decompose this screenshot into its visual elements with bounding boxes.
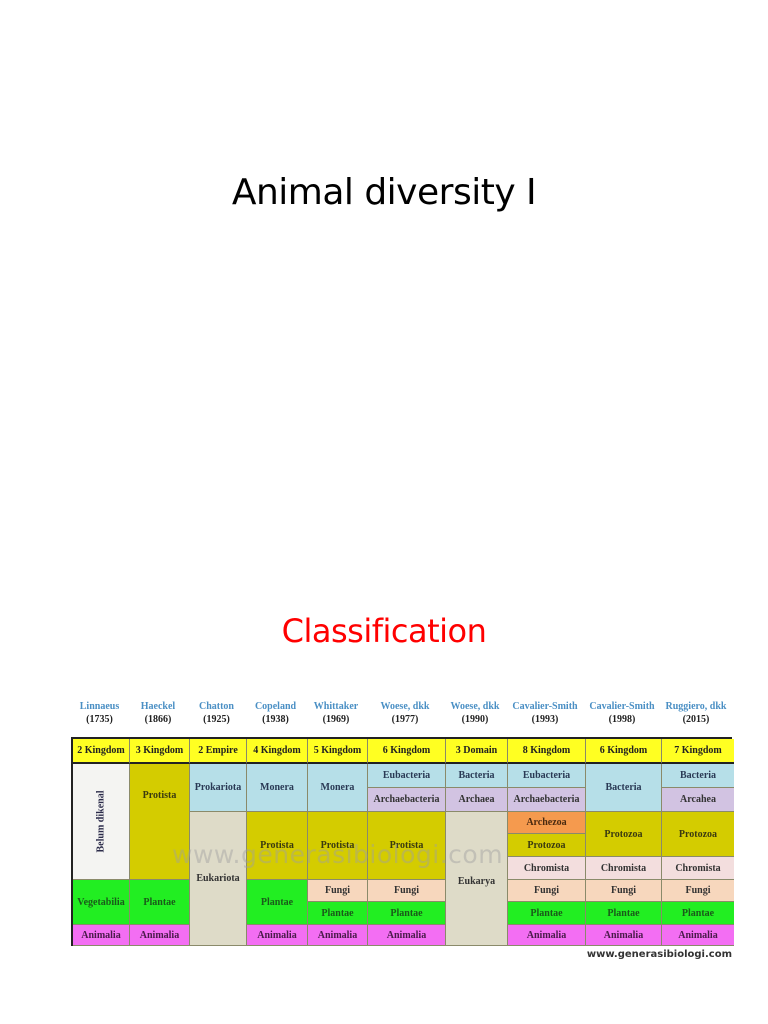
- group-cell: Plantae: [586, 902, 662, 925]
- group-cell: Fungi: [508, 880, 586, 902]
- group-cell: Eubacteria: [508, 764, 586, 788]
- author-woese-1977: Woese, dkk (1977): [380, 701, 430, 725]
- system-cell: 2 Empire: [190, 739, 247, 764]
- group-cell: Protista: [247, 812, 308, 880]
- group-cell: Belum dikenal: [73, 764, 130, 880]
- system-cell: 7 Kingdom: [662, 739, 734, 764]
- classification-table: 2 Kingdom 3 Kingdom 2 Empire 4 Kingdom 5…: [71, 737, 734, 946]
- group-cell: Eukarya: [446, 812, 508, 946]
- group-cell: Protozoa: [662, 812, 734, 857]
- group-cell: Animalia: [586, 925, 662, 946]
- group-cell: Animalia: [247, 925, 308, 946]
- author-ruggiero-2015: Ruggiero, dkk (2015): [665, 701, 727, 725]
- author-copeland: Copeland (1938): [254, 701, 297, 725]
- group-cell: Animalia: [130, 925, 190, 946]
- group-cell: Monera: [308, 764, 368, 812]
- system-cell: 3 Domain: [446, 739, 508, 764]
- group-cell: Chromista: [508, 857, 586, 880]
- author-whittaker: Whittaker (1969): [313, 701, 359, 725]
- slide-title: Animal diversity I: [231, 172, 537, 213]
- system-cell: 5 Kingdom: [308, 739, 368, 764]
- author-cavalier-1998: Cavalier-Smith (1998): [589, 701, 655, 725]
- group-cell: Plantae: [662, 902, 734, 925]
- system-cell: 8 Kingdom: [508, 739, 586, 764]
- system-cell: 3 Kingdom: [130, 739, 190, 764]
- group-cell: Animalia: [308, 925, 368, 946]
- group-cell: Protozoa: [508, 834, 586, 857]
- system-cell: 6 Kingdom: [586, 739, 662, 764]
- group-cell: Plantae: [130, 880, 190, 925]
- group-cell: Bacteria: [446, 764, 508, 788]
- group-cell: Archaebacteria: [508, 788, 586, 812]
- group-cell: Bacteria: [662, 764, 734, 788]
- group-cell: Fungi: [586, 880, 662, 902]
- source-credit: www.generasibiologi.com: [586, 949, 732, 960]
- group-cell: Archezoa: [508, 812, 586, 834]
- group-cell: Plantae: [368, 902, 446, 925]
- group-cell: Chromista: [662, 857, 734, 880]
- group-cell: Protista: [130, 764, 190, 880]
- group-cell: Archaebacteria: [368, 788, 446, 812]
- author-cavalier-1993: Cavalier-Smith (1993): [512, 701, 578, 725]
- group-cell: Protozoa: [586, 812, 662, 857]
- group-cell: Animalia: [73, 925, 130, 946]
- group-cell: Chromista: [586, 857, 662, 880]
- author-haeckel: Haeckel (1866): [140, 701, 176, 725]
- group-cell: Arcahea: [662, 788, 734, 812]
- group-cell: Animalia: [662, 925, 734, 946]
- group-cell: Plantae: [308, 902, 368, 925]
- group-cell: Animalia: [368, 925, 446, 946]
- group-cell: Eukariota: [190, 812, 247, 946]
- system-cell: 4 Kingdom: [247, 739, 308, 764]
- author-woese-1990: Woese, dkk (1990): [450, 701, 500, 725]
- author-linnaeus: Linnaeus (1735): [79, 701, 120, 725]
- group-cell: Monera: [247, 764, 308, 812]
- system-cell: 2 Kingdom: [73, 739, 130, 764]
- section-title: Classification: [281, 612, 487, 650]
- group-cell: Vegetabilia: [73, 880, 130, 925]
- group-cell: Plantae: [247, 880, 308, 925]
- group-cell: Protista: [368, 812, 446, 880]
- group-cell: Fungi: [662, 880, 734, 902]
- group-cell: Animalia: [508, 925, 586, 946]
- author-chatton: Chatton (1925): [198, 701, 234, 725]
- group-cell: Fungi: [368, 880, 446, 902]
- group-cell: Protista: [308, 812, 368, 880]
- group-cell: Fungi: [308, 880, 368, 902]
- author-header-row: Linnaeus (1735) Haeckel (1866) Chatton (192…: [71, 700, 732, 734]
- system-cell: 6 Kingdom: [368, 739, 446, 764]
- group-cell: Bacteria: [586, 764, 662, 812]
- group-cell: Prokariota: [190, 764, 247, 812]
- group-cell: Eubacteria: [368, 764, 446, 788]
- group-cell: Plantae: [508, 902, 586, 925]
- group-cell: Archaea: [446, 788, 508, 812]
